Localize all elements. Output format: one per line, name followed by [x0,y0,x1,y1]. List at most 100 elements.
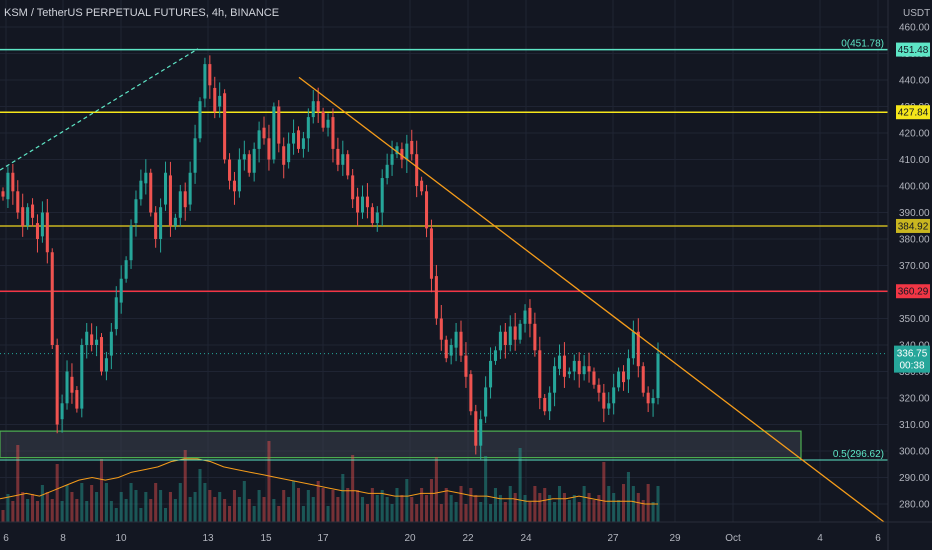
candle[interactable] [390,140,394,176]
trendlines[interactable] [0,48,885,523]
candle[interactable] [336,137,340,172]
candle[interactable] [198,97,202,143]
candle[interactable] [154,206,158,248]
candle[interactable] [311,90,315,124]
candle[interactable] [621,365,626,391]
candle[interactable] [21,193,25,237]
candle[interactable] [296,126,301,153]
candle[interactable] [656,342,660,405]
candle[interactable] [395,142,399,159]
candle[interactable] [277,100,281,153]
candle[interactable] [469,370,473,416]
candle[interactable] [415,140,419,198]
candle[interactable] [365,183,369,219]
candle[interactable] [351,169,355,208]
candle[interactable] [548,386,552,420]
candle[interactable] [385,153,389,185]
candle[interactable] [346,150,350,180]
candle[interactable] [208,55,212,99]
candle[interactable] [567,367,571,379]
candle[interactable] [454,323,458,362]
candle[interactable] [646,386,650,413]
candle[interactable] [316,87,320,123]
candle[interactable] [651,389,655,417]
candle[interactable] [213,76,217,119]
candle[interactable] [380,169,384,227]
candle[interactable] [31,198,35,227]
candle[interactable] [40,201,44,243]
candle[interactable] [444,335,448,363]
candle[interactable] [464,342,468,388]
candle[interactable] [356,187,360,227]
candle[interactable] [607,392,611,415]
candle[interactable] [228,153,232,190]
candle[interactable] [257,121,261,163]
candle[interactable] [163,161,168,211]
candle[interactable] [612,373,616,415]
candle[interactable] [341,140,345,176]
candle[interactable] [11,164,15,205]
candle[interactable] [479,410,483,460]
candle[interactable] [449,338,453,365]
candle[interactable] [410,129,414,161]
candle[interactable] [267,124,271,171]
candle[interactable] [168,161,172,237]
candle[interactable] [35,214,40,253]
candle[interactable] [503,323,507,359]
candle[interactable] [124,256,128,283]
candle[interactable] [203,57,207,108]
candle[interactable] [75,386,79,413]
candle[interactable] [498,325,502,360]
candle[interactable] [370,203,374,228]
candle[interactable] [636,318,640,378]
candle[interactable] [262,116,266,145]
candle[interactable] [114,286,118,336]
candles[interactable] [1,55,660,460]
candle[interactable] [287,132,291,169]
descending-trendline[interactable] [298,76,885,523]
candle[interactable] [65,360,69,410]
candle[interactable] [326,113,330,137]
candle[interactable] [139,169,143,206]
candle[interactable] [99,333,104,376]
candle[interactable] [562,342,566,388]
candle[interactable] [252,142,256,182]
candle[interactable] [183,182,187,221]
candle[interactable] [144,159,148,195]
candle[interactable] [641,362,645,397]
candle[interactable] [119,265,123,314]
candle[interactable] [55,338,59,434]
candle[interactable] [237,148,241,198]
candle[interactable] [1,187,5,201]
candle[interactable] [434,264,438,325]
candle[interactable] [617,367,621,392]
candle[interactable] [109,323,113,370]
candle[interactable] [321,107,325,132]
candle[interactable] [508,315,512,352]
candle[interactable] [70,363,74,404]
candle[interactable] [533,312,537,357]
candle[interactable] [439,304,443,351]
candle[interactable] [602,383,606,423]
candle[interactable] [90,323,94,352]
candle[interactable] [493,346,498,365]
candle[interactable] [582,355,586,381]
candle[interactable] [484,376,488,423]
candle[interactable] [95,326,99,357]
candle[interactable] [429,219,433,293]
candle[interactable] [159,198,163,253]
candle[interactable] [218,82,222,118]
candle[interactable] [425,184,429,238]
candle[interactable] [474,404,478,455]
candle[interactable] [306,108,310,152]
support-zone[interactable] [0,430,802,459]
candle[interactable] [631,320,635,365]
candle[interactable] [60,394,64,433]
candle[interactable] [538,336,542,410]
candle[interactable] [80,338,84,418]
candle[interactable] [592,367,596,389]
candle[interactable] [272,102,276,164]
candle[interactable] [528,299,532,338]
candle[interactable] [489,347,493,399]
